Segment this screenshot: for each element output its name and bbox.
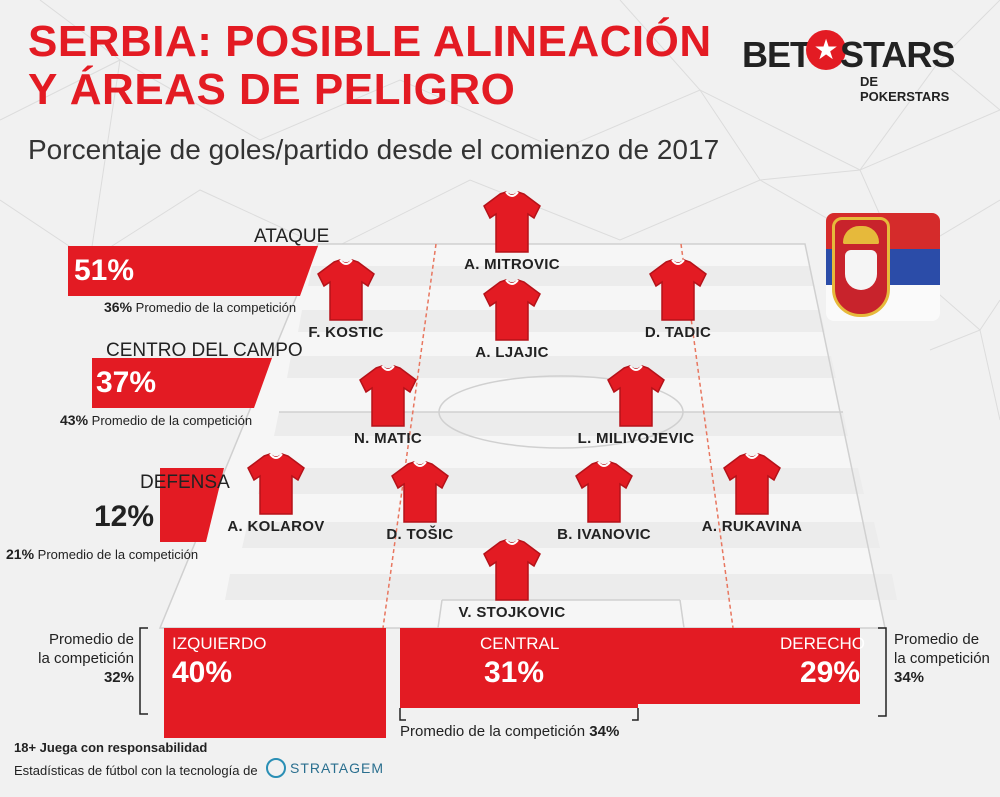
jersey-icon: [391, 461, 449, 523]
player-name: A. KOLAROV: [227, 518, 325, 535]
jersey-icon: [607, 365, 665, 427]
jersey-icon: [247, 453, 305, 515]
attack-avg: 36% Promedio de la competición: [104, 299, 297, 315]
player-name: D. TOŠIC: [386, 526, 454, 543]
midfield-avg: 43% Promedio de la competición: [60, 412, 253, 428]
subtitle: Porcentaje de goles/partido desde el com…: [28, 134, 720, 165]
player-f-kostic: F. KOSTIC: [266, 258, 426, 341]
stratagem-text: STRATAGEM: [290, 760, 385, 776]
attack-bar: [68, 246, 318, 296]
player-b-ivanovic: B. IVANOVIC: [524, 460, 684, 543]
defense-label: DEFENSA: [140, 472, 230, 493]
responsible-gaming-note: 18+ Juega con responsabilidad: [14, 740, 208, 755]
jersey-icon: [649, 259, 707, 321]
player-name: A. LJAJIC: [475, 344, 549, 361]
left-zone-bar: [164, 628, 386, 738]
player-l-milivojevic: L. MILIVOJEVIC: [556, 364, 716, 447]
jersey-icon: [317, 259, 375, 321]
stats-credit: Estadísticas de fútbol con la tecnología…: [14, 763, 258, 778]
jersey-icon: [359, 365, 417, 427]
player-a-mitrovic: A. MITROVIC: [432, 190, 592, 273]
jersey-icon: [723, 453, 781, 515]
right-zone-avg: Promedio de la competición 34%: [894, 631, 990, 686]
jersey-icon: [575, 461, 633, 523]
defense-bar: [160, 468, 224, 542]
right-zone-bar: [638, 628, 860, 704]
defense-avg: 21% Promedio de la competición: [6, 546, 199, 562]
player-name: F. KOSTIC: [308, 324, 384, 341]
player-name: A. RUKAVINA: [701, 518, 803, 535]
player-a-ljajic: A. LJAJIC: [432, 278, 592, 361]
logo-bet-text: BET: [742, 34, 812, 75]
jersey-icon: [483, 279, 541, 341]
player-name: A. MITROVIC: [464, 256, 560, 273]
right-zone-pct: 29%: [800, 656, 861, 689]
jersey-icon: [483, 539, 541, 601]
star-icon: ★: [806, 30, 846, 70]
betstars-logo: BET ★ STARS DE POKERSTARS: [742, 30, 962, 104]
center-zone-bar: [400, 628, 638, 708]
stratagem-logo: STRATAGEM: [266, 758, 383, 782]
left-zone-label: IZQUIERDO: [172, 634, 267, 653]
player-n-matic: N. MATIC: [308, 364, 468, 447]
coat-of-arms-icon: [832, 217, 890, 317]
left-zone-pct: 40%: [172, 656, 233, 689]
player-name: B. IVANOVIC: [557, 526, 651, 543]
center-zone-label: CENTRAL: [480, 634, 560, 653]
center-zone-avg: Promedio de la competición 34%: [400, 723, 620, 740]
player-a-rukavina: A. RUKAVINA: [672, 452, 832, 535]
player-name: V. STOJKOVIC: [458, 604, 566, 621]
jersey-icon: [483, 191, 541, 253]
left-zone-avg: Promedio de la competición 32%: [38, 631, 134, 686]
player-v-stojkovic: V. STOJKOVIC: [432, 538, 592, 621]
globe-icon: [266, 758, 286, 778]
attack-label: ATAQUE: [254, 226, 330, 247]
midfield-label: CENTRO DEL CAMPO: [106, 340, 303, 361]
player-a-kolarov: A. KOLAROV: [196, 452, 356, 535]
player-d-tosic: D. TOŠIC: [340, 460, 500, 543]
serbia-flag: [826, 213, 940, 321]
player-name: D. TADIC: [644, 324, 712, 341]
midfield-bar: [92, 358, 272, 408]
page-title: SERBIA: POSIBLE ALINEACIÓN Y ÁREAS DE PE…: [28, 18, 712, 114]
midfield-pct: 37%: [96, 366, 157, 399]
logo-subtext: DE POKERSTARS: [860, 74, 950, 104]
right-zone-label: DERECHO: [780, 634, 866, 653]
player-name: N. MATIC: [354, 430, 422, 447]
title-line-1: SERBIA: POSIBLE ALINEACIÓN: [28, 17, 712, 66]
player-name: L. MILIVOJEVIC: [577, 430, 695, 447]
attack-pct: 51%: [74, 254, 135, 287]
logo-stars-text: STARS: [840, 34, 955, 75]
player-d-tadic: D. TADIC: [598, 258, 758, 341]
title-line-2: Y ÁREAS DE PELIGRO: [28, 65, 516, 114]
center-zone-pct: 31%: [484, 656, 545, 689]
defense-pct: 12%: [94, 500, 155, 533]
